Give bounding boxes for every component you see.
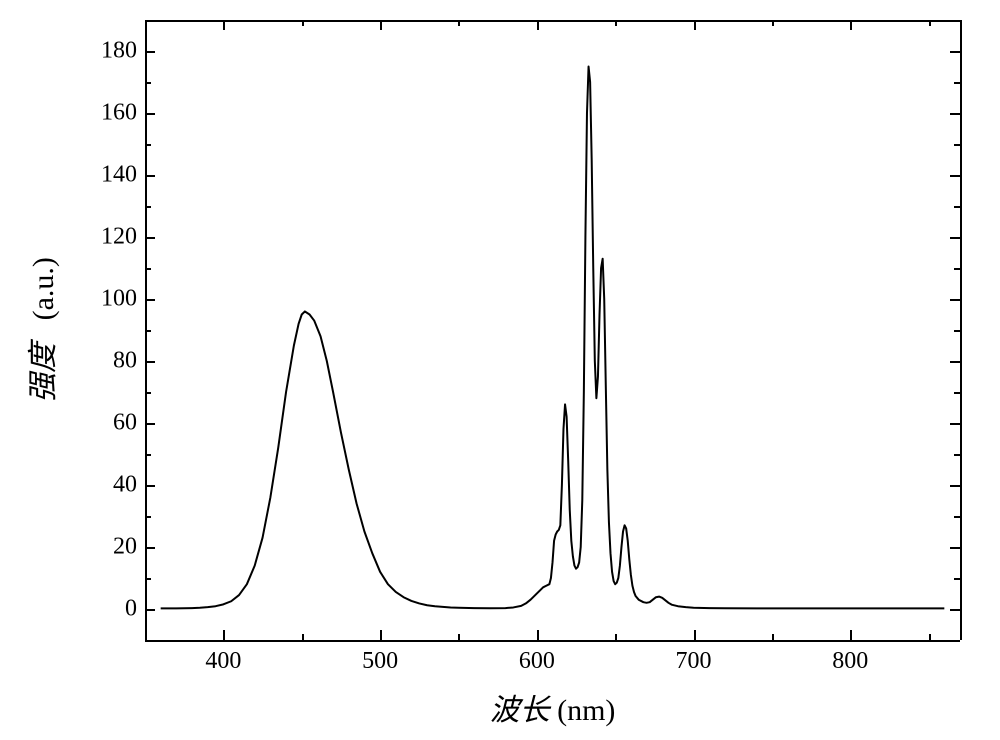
y-axis-label: 强度 (a.u.) (18, 257, 62, 403)
y-axis-label-unit: (a.u.) (27, 257, 60, 320)
spectrum-line (161, 67, 945, 609)
y-axis-label-text: 强度 (27, 343, 60, 403)
x-axis-label: 波长 (nm) (490, 685, 616, 729)
spectrum-chart: 400500600700800020406080100120140160180 … (0, 0, 1000, 740)
x-axis-label-unit: (nm) (557, 694, 615, 727)
x-axis-label-text: 波长 (490, 694, 550, 727)
curve-svg (0, 0, 1000, 740)
